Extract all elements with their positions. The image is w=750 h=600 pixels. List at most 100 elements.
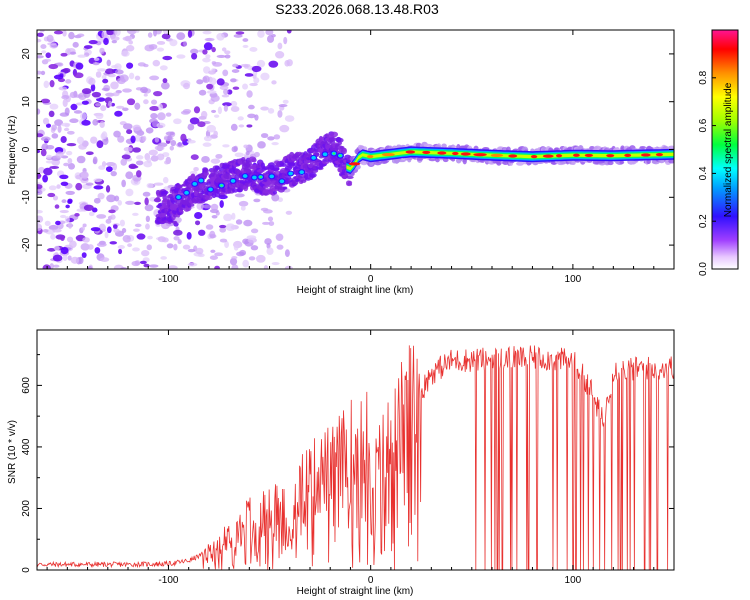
spectrogram-noise-cell bbox=[73, 110, 83, 114]
spectrogram-noise-cell bbox=[120, 158, 127, 166]
spectrogram-noise-cell bbox=[216, 78, 225, 86]
spectrogram-noise-cell bbox=[146, 244, 152, 251]
spectrogram-noise-cell bbox=[214, 265, 220, 269]
spectrogram-tone-cell bbox=[280, 163, 287, 167]
colorbar-tick-label: 0.4 bbox=[698, 166, 709, 180]
spectrogram-noise-cell bbox=[187, 262, 198, 267]
spectrogram-noise-cell bbox=[183, 82, 190, 90]
spectrogram-noise-cell bbox=[90, 83, 96, 92]
spectrogram-noise-cell bbox=[189, 170, 198, 175]
spectrogram-tone-cell bbox=[369, 161, 374, 166]
spectrogram-noise-cell bbox=[52, 195, 59, 201]
spectrogram-noise-cell bbox=[96, 97, 106, 102]
spectrogram-noise-cell bbox=[231, 69, 240, 73]
spectrogram-tone-cell bbox=[312, 165, 317, 170]
spectrogram-noise-cell bbox=[134, 134, 141, 142]
spectrogram-noise-cell bbox=[104, 231, 109, 239]
spectrogram-noise-cell bbox=[63, 162, 70, 167]
spectrogram-peak-cell bbox=[348, 162, 361, 166]
spectrogram-noise-cell bbox=[92, 156, 98, 165]
spectrogram-noise-cell bbox=[137, 62, 146, 67]
spectrogram-noise-cell bbox=[93, 197, 101, 204]
spectrogram-noise-cell bbox=[93, 178, 103, 183]
spectrogram-noise-cell bbox=[242, 44, 249, 49]
spectrogram-noise-cell bbox=[59, 209, 69, 214]
spectrogram-noise-cell bbox=[162, 55, 173, 61]
spectrogram-noise-cell bbox=[187, 123, 195, 131]
snr-y-tick-label: 400 bbox=[21, 438, 32, 455]
spectrogram-tone-cell bbox=[231, 188, 239, 193]
spectrogram-noise-cell bbox=[233, 34, 243, 38]
spectrogram-noise-cell bbox=[37, 184, 43, 190]
spectrogram-noise-cell bbox=[42, 174, 49, 183]
spectrogram-noise-cell bbox=[91, 91, 101, 98]
spectrogram-noise-cell bbox=[239, 249, 247, 256]
spectrogram-tone-cell bbox=[397, 159, 406, 163]
spectrogram-noise-cell bbox=[222, 102, 232, 107]
spectrogram-noise-cell bbox=[209, 77, 217, 86]
spectrogram-noise-cell bbox=[229, 257, 238, 266]
spectrogram-noise-cell bbox=[65, 204, 70, 209]
spectrogram-noise-cell bbox=[267, 136, 275, 141]
spectrogram-noise-cell bbox=[75, 62, 84, 70]
spectrogram-noise-cell bbox=[54, 119, 63, 127]
spectrogram-noise-cell bbox=[260, 106, 269, 111]
spectrogram-noise-cell bbox=[112, 92, 120, 97]
spectrogram-noise-cell bbox=[216, 32, 225, 41]
spectrogram-noise-cell bbox=[170, 140, 177, 147]
spectrogram-tone-cell bbox=[272, 167, 280, 171]
spectrogram-tone-cell bbox=[441, 143, 447, 149]
spectrogram-noise-cell bbox=[116, 105, 125, 109]
snr-x-tick-label: 0 bbox=[368, 575, 374, 586]
spectrogram-noise-cell bbox=[37, 108, 41, 115]
spectrogram-noise-cell bbox=[260, 133, 269, 139]
spectrogram-branch-cell-inner bbox=[269, 174, 275, 179]
spectrogram-noise-cell bbox=[47, 192, 56, 198]
spectrogram-noise-cell bbox=[65, 190, 75, 195]
spectrogram-noise-cell bbox=[145, 215, 151, 223]
spectrogram-noise-cell bbox=[55, 151, 64, 159]
spectrogram-peak-cell bbox=[573, 153, 580, 157]
spectrogram-noise-cell bbox=[76, 136, 84, 145]
spectrogram-noise-cell bbox=[161, 33, 171, 40]
spectrogram-noise-cell bbox=[47, 248, 56, 252]
spectrogram-noise-cell bbox=[132, 147, 141, 153]
spectrogram-noise-cell bbox=[187, 30, 193, 38]
spectrogram-noise-cell bbox=[277, 42, 283, 50]
spectrogram-noise-cell bbox=[37, 149, 41, 154]
spectrogram-tone-cell bbox=[213, 168, 218, 175]
spectrogram-noise-cell bbox=[92, 61, 100, 66]
spectrogram-tone-cell bbox=[668, 158, 674, 164]
spectrogram-noise-cell bbox=[53, 30, 64, 35]
spectrogram-noise-cell bbox=[244, 154, 250, 159]
spectrogram-noise-cell bbox=[49, 103, 59, 110]
spectrogram-noise-cell bbox=[173, 236, 180, 241]
spectrogram-noise-cell bbox=[60, 52, 68, 57]
spectrogram-noise-cell bbox=[234, 193, 245, 198]
spectrogram-noise-cell bbox=[142, 191, 151, 197]
spectrogram-noise-cell bbox=[75, 102, 83, 106]
spectrogram-noise-cell bbox=[51, 124, 57, 131]
spectrogram-tone-cell bbox=[571, 160, 576, 165]
spectrogram-noise-cell bbox=[219, 224, 227, 229]
spectrogram-noise-cell bbox=[268, 221, 275, 227]
spectrogram-noise-cell bbox=[114, 110, 123, 117]
spectrogram-noise-cell bbox=[162, 176, 169, 184]
spectrogram-tone-cell bbox=[559, 160, 568, 165]
spectrogram-noise-cell bbox=[96, 140, 104, 149]
spectrogram-branch-cell-inner bbox=[230, 179, 236, 183]
spectrogram-y-tick-label: 20 bbox=[21, 48, 32, 60]
spectrogram-noise-cell bbox=[48, 63, 59, 70]
spectrogram-noise-cell bbox=[146, 183, 154, 189]
spectrogram-noise-cell bbox=[114, 69, 124, 75]
spectrogram-noise-cell bbox=[282, 99, 289, 104]
spectrogram-peak-cell bbox=[584, 153, 594, 158]
spectrogram-noise-cell bbox=[224, 50, 231, 55]
spectrogram-noise-cell bbox=[105, 92, 115, 97]
spectrogram-noise-cell bbox=[135, 155, 144, 160]
spectrogram-noise-cell bbox=[162, 78, 168, 84]
spectrogram-tone-cell bbox=[155, 196, 161, 202]
spectrogram-noise-cell bbox=[134, 201, 141, 205]
spectrogram-noise-cell bbox=[66, 143, 77, 147]
spectrogram-noise-cell bbox=[81, 119, 91, 126]
